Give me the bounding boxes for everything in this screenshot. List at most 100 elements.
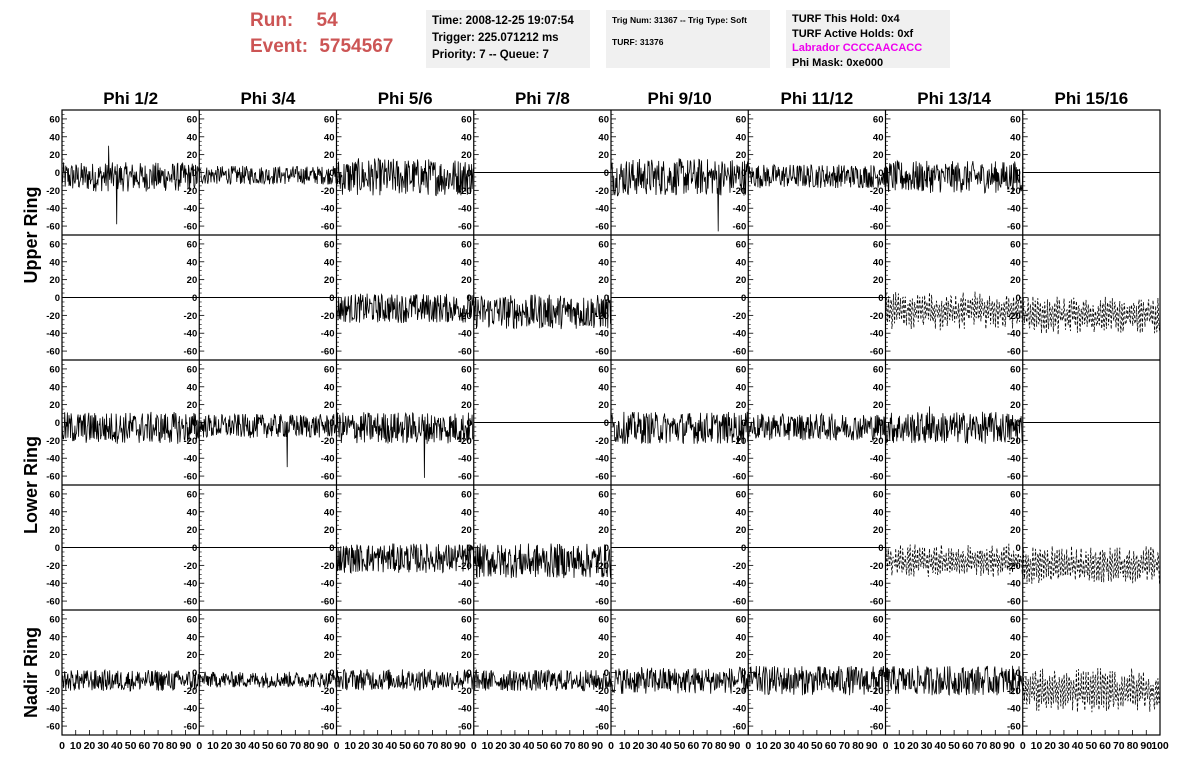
x-tick-label: 40 — [1072, 740, 1084, 752]
y-tick-label: 60 — [736, 489, 747, 500]
y-tick-label: -40 — [184, 454, 198, 465]
column-header: Phi 7/8 — [515, 89, 570, 108]
y-tick-label: 40 — [461, 382, 472, 393]
y-tick-label: -20 — [458, 311, 472, 322]
y-tick-label: -20 — [46, 561, 60, 572]
waveform-panel: 60 40 20 0 -20 -40 -60 — [458, 614, 612, 733]
waveform-trace — [336, 543, 475, 574]
y-tick-label: -40 — [184, 204, 198, 215]
y-tick-label: -20 — [870, 561, 884, 572]
y-tick-label: -20 — [184, 561, 198, 572]
waveform-trace — [610, 158, 749, 232]
waveform-trace — [336, 157, 475, 197]
x-tick-label: 70 — [976, 740, 988, 752]
y-tick-label: 20 — [461, 525, 472, 536]
x-tick-label: 40 — [935, 740, 947, 752]
y-tick-label: 40 — [461, 632, 472, 643]
y-tick-label: -60 — [870, 347, 884, 358]
y-tick-label: 0 — [741, 418, 746, 429]
y-tick-label: 0 — [604, 543, 609, 554]
y-tick-label: 0 — [878, 168, 883, 179]
y-tick-label: 20 — [187, 275, 198, 286]
y-tick-label: -60 — [733, 472, 747, 483]
y-tick-label: -20 — [184, 186, 198, 197]
y-tick-label: 0 — [466, 543, 471, 554]
time-line: Time: 2008-12-25 19:07:54 — [432, 15, 574, 27]
y-tick-label: 0 — [878, 293, 883, 304]
y-tick-label: -60 — [1007, 347, 1021, 358]
y-tick-label: -40 — [321, 454, 335, 465]
y-tick-label: 60 — [873, 114, 884, 125]
y-tick-label: 0 — [741, 168, 746, 179]
turf-line: TURF: 31376 — [612, 37, 664, 47]
y-tick-label: 60 — [873, 614, 884, 625]
y-tick-label: -40 — [46, 329, 60, 340]
waveform-trace — [61, 145, 200, 225]
y-tick-label: -20 — [870, 186, 884, 197]
y-tick-label: 40 — [49, 132, 60, 143]
x-tick-label: 10 — [893, 740, 905, 752]
y-tick-label: 0 — [55, 168, 60, 179]
y-tick-label: -60 — [46, 222, 60, 233]
y-tick-label: 20 — [598, 650, 609, 661]
priority-line: Priority: 7 -- Queue: 7 — [432, 49, 549, 61]
y-tick-label: -40 — [1007, 579, 1021, 590]
y-tick-label: 40 — [187, 257, 198, 268]
x-tick-label: 20 — [770, 740, 782, 752]
waveform-trace — [885, 291, 1024, 331]
y-tick-label: 40 — [187, 382, 198, 393]
x-tick-label: 80 — [715, 740, 727, 752]
y-tick-label: 0 — [604, 668, 609, 679]
y-tick-label: 60 — [1010, 114, 1021, 125]
x-tick-label: 70 — [152, 740, 164, 752]
y-tick-label: -40 — [458, 579, 472, 590]
y-tick-label: -60 — [458, 722, 472, 733]
y-tick-label: -60 — [321, 472, 335, 483]
event-label: Event: — [250, 36, 309, 57]
waveform-panel: 60 40 20 0 -20 -40 -60 — [733, 614, 886, 733]
x-tick-label: 60 — [413, 740, 425, 752]
waveform-trace — [885, 406, 1024, 444]
x-tick-label: 80 — [852, 740, 864, 752]
y-tick-label: 60 — [736, 114, 747, 125]
y-tick-label: 60 — [324, 614, 335, 625]
y-tick-label: 40 — [598, 632, 609, 643]
waveform-panel: 60 40 20 0 -20 -40 -60 — [458, 489, 612, 608]
y-tick-label: 0 — [55, 543, 60, 554]
y-tick-label: -20 — [595, 311, 609, 322]
y-tick-label: 20 — [324, 400, 335, 411]
y-tick-label: 40 — [324, 257, 335, 268]
y-tick-label: -40 — [595, 329, 609, 340]
y-tick-label: -20 — [1007, 436, 1021, 447]
waveform-panel: 60 40 20 0 -20 -40 -60 — [458, 364, 611, 483]
y-tick-label: 60 — [187, 489, 198, 500]
x-tick-label: 10 — [619, 740, 631, 752]
x-tick-label: 0 — [196, 740, 202, 752]
y-tick-label: 0 — [55, 418, 60, 429]
x-tick-label: 50 — [399, 740, 411, 752]
waveform-panel: 60 40 20 0 -20 -40 -60 — [46, 239, 200, 358]
y-tick-label: 20 — [324, 525, 335, 536]
y-tick-label: -40 — [733, 204, 747, 215]
run-label: Run: — [250, 10, 294, 31]
waveform-trace — [1022, 668, 1161, 713]
y-tick-label: -40 — [595, 579, 609, 590]
ring-label: Upper Ring — [21, 187, 41, 284]
column-header: Phi 3/4 — [240, 89, 295, 108]
turf-active-line: TURF Active Holds: 0xf — [792, 27, 914, 40]
y-tick-label: -60 — [733, 722, 747, 733]
x-tick-label: 70 — [838, 740, 850, 752]
x-tick-label: 90 — [729, 740, 741, 752]
waveform-panel: 60 40 20 0 -20 -40 -60 — [870, 489, 1024, 608]
y-tick-label: 40 — [49, 382, 60, 393]
y-tick-label: 20 — [598, 400, 609, 411]
y-tick-label: 40 — [324, 382, 335, 393]
waveform-panel: 60 40 20 0 -20 -40 -60 — [870, 239, 1024, 358]
y-tick-label: -20 — [1007, 311, 1021, 322]
y-tick-label: -20 — [458, 686, 472, 697]
y-tick-label: -20 — [595, 436, 609, 447]
y-tick-label: 0 — [329, 293, 334, 304]
y-tick-label: -20 — [46, 436, 60, 447]
x-tick-label: 40 — [660, 740, 672, 752]
x-tick-label: 30 — [235, 740, 247, 752]
